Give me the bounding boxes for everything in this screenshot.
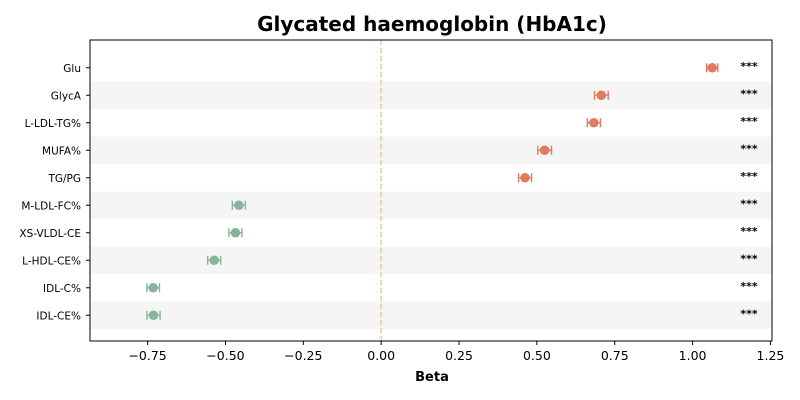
x-axis-label: Beta	[415, 370, 449, 385]
y-tick-label: MUFA%	[42, 145, 81, 157]
row-band	[90, 191, 772, 219]
axes: Glu GlycA L-LDL-TG% MUFA% TG/PG M-LDL-FC% XS-V…	[19, 39, 785, 363]
y-tick-label: M-LDL-FC%	[21, 200, 81, 212]
data-marks: *** *** *** *** *** *** *** *** *** ***	[146, 60, 758, 321]
y-tick-label: XS-VLDL-CE	[19, 228, 81, 240]
data-row: ***	[537, 142, 758, 156]
significance-label: ***	[740, 307, 758, 320]
beta-point	[230, 227, 241, 238]
x-tick-label: −0.50	[206, 348, 244, 363]
data-row: ***	[146, 280, 758, 293]
plot-frame	[89, 39, 773, 342]
beta-point	[148, 310, 159, 321]
beta-point	[707, 62, 718, 73]
row-band	[90, 81, 772, 109]
x-tick-label: 0.00	[367, 348, 395, 363]
y-tick-label: L-HDL-CE%	[22, 255, 81, 267]
x-tick-label: 0.75	[601, 348, 629, 363]
row-bands	[90, 81, 772, 329]
significance-label: ***	[740, 60, 758, 73]
y-tick-label: IDL-CE%	[36, 310, 81, 322]
x-tick-label: 1.25	[757, 348, 785, 363]
significance-label: ***	[740, 142, 758, 155]
beta-point	[596, 90, 607, 101]
beta-point	[209, 255, 220, 266]
data-row: ***	[146, 307, 758, 321]
beta-point	[520, 172, 530, 183]
beta-point	[148, 282, 159, 293]
data-row: ***	[586, 115, 758, 128]
data-row: ***	[705, 60, 758, 73]
beta-point	[539, 145, 550, 156]
x-tick-label: 1.00	[679, 348, 707, 363]
beta-point	[589, 117, 599, 128]
y-tick-label: Glu	[63, 63, 81, 75]
data-row: ***	[517, 170, 758, 183]
significance-label: ***	[740, 252, 758, 265]
data-row: ***	[228, 225, 758, 238]
x-tick-label: −0.25	[284, 348, 322, 363]
data-row: ***	[207, 252, 758, 266]
x-tick-label: −0.75	[128, 348, 166, 363]
x-tick-label: 0.50	[523, 348, 551, 363]
y-tick-label: IDL-C%	[43, 283, 81, 295]
y-tick-label: GlycA	[51, 90, 82, 102]
significance-label: ***	[740, 87, 758, 100]
y-tick-label: TG/PG	[47, 173, 81, 185]
significance-label: ***	[740, 225, 758, 238]
significance-label: ***	[740, 280, 758, 293]
row-band	[90, 246, 772, 274]
row-band	[90, 301, 772, 329]
chart-title: Glycated haemoglobin (HbA1c)	[257, 12, 607, 36]
x-tick-label: 0.25	[445, 348, 473, 363]
y-tick-label: L-LDL-TG%	[25, 118, 81, 130]
data-row: ***	[231, 197, 758, 211]
significance-label: ***	[740, 170, 758, 183]
significance-label: ***	[740, 197, 758, 210]
significance-label: ***	[740, 115, 758, 128]
beta-point	[234, 200, 244, 211]
row-band	[90, 136, 772, 164]
data-row: ***	[593, 87, 758, 101]
